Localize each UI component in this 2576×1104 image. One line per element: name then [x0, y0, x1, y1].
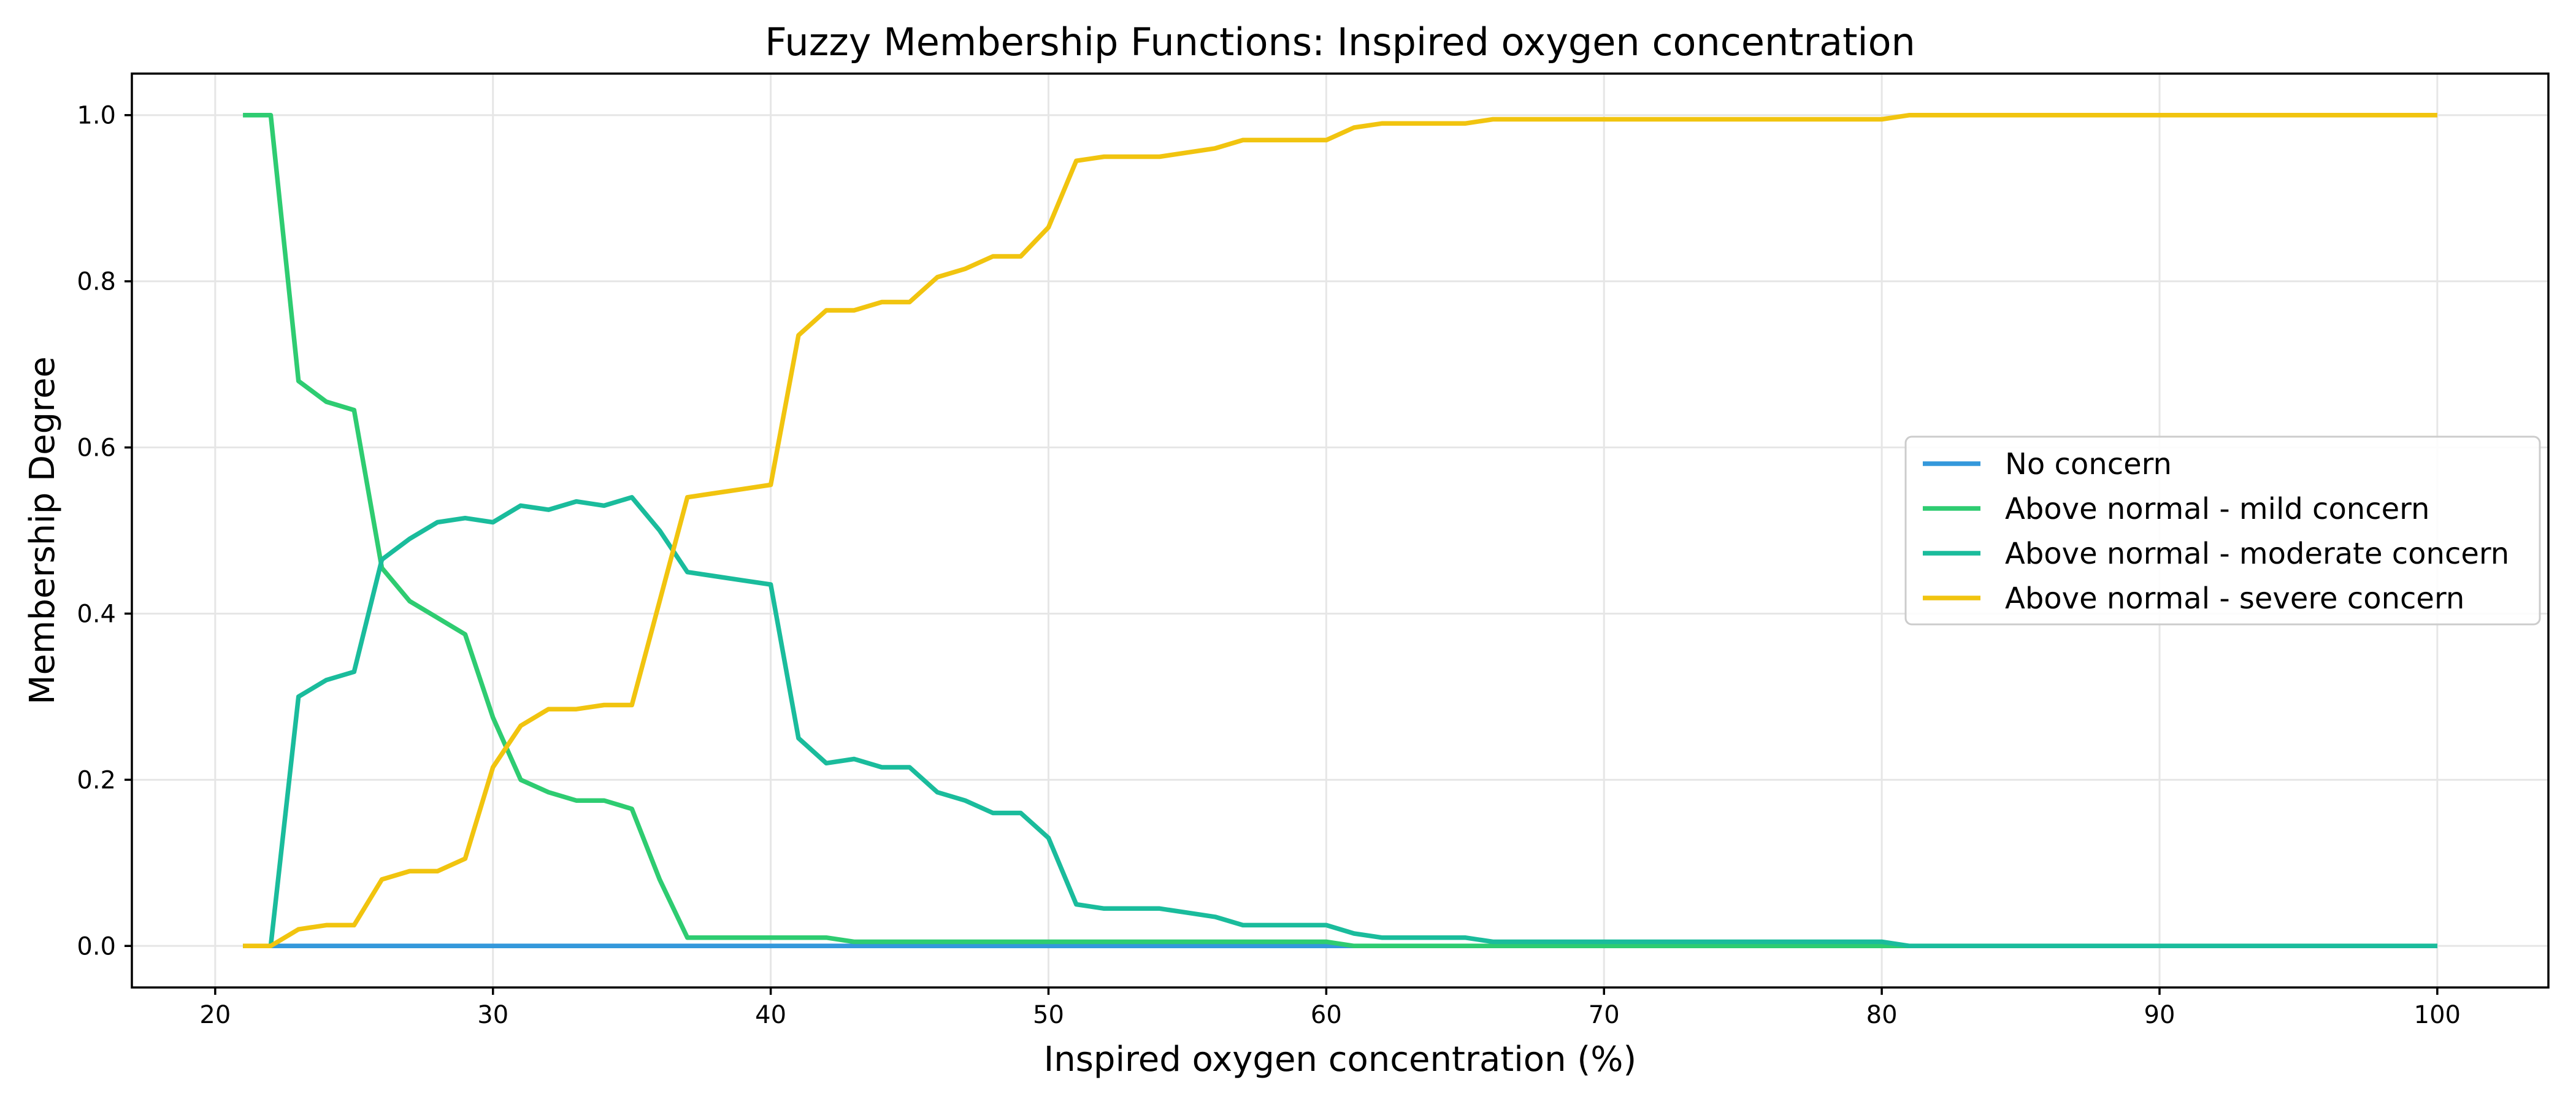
x-axis-ticks: 20 30 40 50 60 70 80 90 100	[199, 987, 2461, 1029]
legend: No concern Above normal - mild concern Abo…	[1904, 435, 2541, 626]
legend-box	[1904, 435, 2541, 626]
legend-label: Above normal - severe concern	[2005, 581, 2464, 616]
x-tick-label: 60	[1311, 1001, 1342, 1029]
chart-title: Fuzzy Membership Functions: Inspired oxy…	[765, 20, 1915, 64]
x-tick-label: 40	[755, 1001, 786, 1029]
y-tick-label: 0.6	[77, 434, 116, 462]
y-axis-ticks: 0.0 0.2 0.4 0.6 0.8 1.0	[77, 102, 132, 960]
x-tick-label: 90	[2144, 1001, 2175, 1029]
legend-label: Above normal - moderate concern	[2005, 537, 2509, 571]
x-tick-label: 70	[1589, 1001, 1620, 1029]
plot-area-frame	[131, 72, 2550, 989]
y-axis-label: Membership Degree	[23, 356, 63, 705]
x-tick-label: 100	[2414, 1001, 2461, 1029]
y-tick-label: 1.0	[77, 102, 116, 130]
series-line-above-normal-severe-concern	[243, 112, 2437, 949]
x-tick-label: 50	[1033, 1001, 1064, 1029]
y-tick-label: 0.2	[77, 766, 116, 794]
y-tick-label: 0.0	[77, 932, 116, 960]
legend-label: No concern	[2005, 447, 2172, 481]
y-tick-label: 0.4	[77, 600, 116, 628]
x-tick-label: 20	[199, 1001, 231, 1029]
y-tick-label: 0.8	[77, 268, 116, 296]
x-tick-label: 80	[1866, 1001, 1898, 1029]
series-lines	[243, 112, 2437, 949]
x-axis-label: Inspired oxygen concentration (%)	[1044, 1040, 1637, 1079]
series-line-above-normal-moderate-concern	[243, 495, 2437, 949]
legend-label: Above normal - mild concern	[2005, 492, 2429, 526]
x-tick-label: 30	[477, 1001, 508, 1029]
